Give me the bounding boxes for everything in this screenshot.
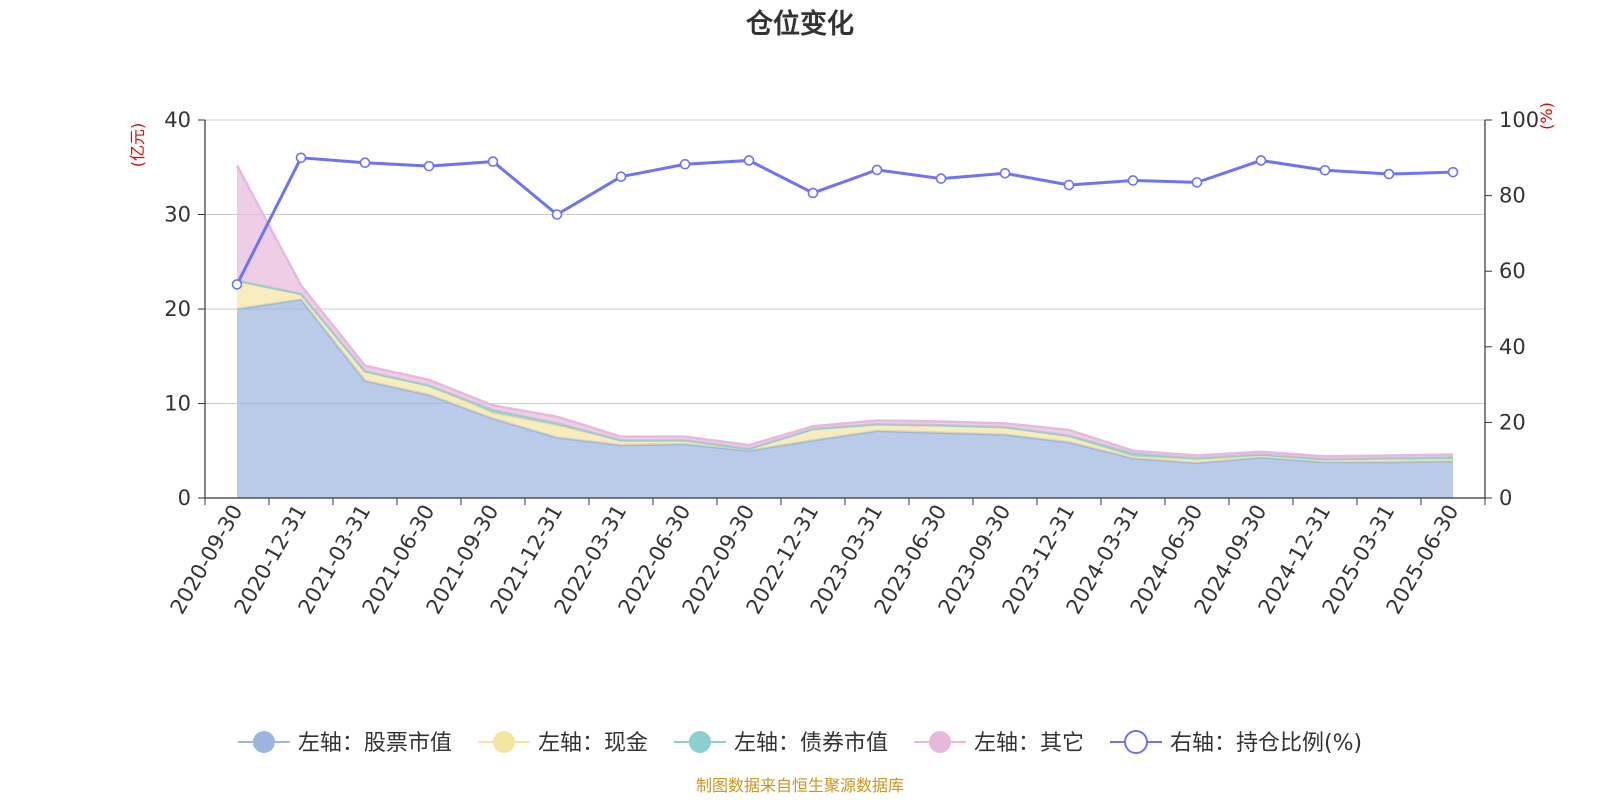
- legend-item: 左轴：债券市值: [673, 731, 888, 756]
- legend-item: 左轴：股票市值: [237, 731, 452, 756]
- line-point: [1319, 164, 1331, 176]
- legend-item: 左轴：现金: [477, 731, 648, 756]
- legend-marker: [688, 731, 711, 753]
- right-tick-label: 80: [1499, 184, 1526, 208]
- legend-marker: [252, 731, 275, 753]
- line-point: [359, 157, 371, 169]
- line-point: [679, 158, 691, 170]
- line-point: [423, 160, 435, 172]
- right-axis-unit: (%): [1537, 102, 1556, 130]
- legend-label: 左轴：债券市值: [734, 731, 888, 756]
- source-note: 制图数据来自恒生聚源数据库: [696, 776, 904, 795]
- left-tick-label: 0: [178, 486, 191, 510]
- area-左轴：股票市值: [237, 299, 1453, 498]
- line-point: [1063, 179, 1075, 191]
- line-point: [1127, 175, 1139, 186]
- left-tick-label: 20: [164, 297, 191, 321]
- line-point: [1191, 177, 1203, 188]
- grid-lines: [205, 119, 1485, 404]
- line-point: [615, 171, 627, 182]
- line-point: [807, 187, 819, 199]
- right-tick-label: 20: [1499, 410, 1526, 434]
- legend-label: 右轴：持仓比例(%): [1170, 731, 1362, 756]
- line-point: [1447, 166, 1459, 178]
- legend-item: 右轴：持仓比例(%): [1109, 730, 1362, 756]
- legend-label: 左轴：其它: [974, 731, 1084, 756]
- left-tick-label: 30: [164, 203, 191, 227]
- line-右轴：持仓比例(%): [235, 156, 1454, 286]
- legend-item: 左轴：其它: [913, 731, 1084, 756]
- line-point: [1255, 155, 1267, 166]
- line-point: [231, 279, 243, 290]
- line-point: [999, 167, 1011, 179]
- line-point: [871, 164, 883, 176]
- series-lines: [231, 152, 1459, 290]
- line-point: [487, 156, 499, 167]
- legend-marker: [928, 731, 951, 753]
- right-tick-label: 0: [1499, 486, 1512, 510]
- left-tick-label: 40: [164, 108, 191, 132]
- legend-label: 左轴：现金: [538, 731, 648, 756]
- stacked-areas: [235, 164, 1454, 498]
- line-point: [1383, 168, 1395, 180]
- legend: 左轴：股票市值 左轴：现金 左轴：债券市值 左轴：其它 右轴：持仓比例(%): [237, 730, 1362, 756]
- legend-marker: [492, 731, 515, 753]
- line-point: [551, 209, 563, 220]
- line-point: [935, 173, 947, 184]
- right-tick-label: 100: [1499, 108, 1539, 132]
- legend-label: 左轴：股票市值: [298, 731, 452, 756]
- line-point: [743, 155, 755, 166]
- right-tick-label: 40: [1499, 335, 1526, 359]
- area-edge-左轴：其它: [235, 164, 1454, 458]
- chart-title: 仓位变化: [745, 8, 854, 40]
- left-tick-label: 10: [164, 392, 191, 416]
- line-point: [295, 152, 307, 164]
- axes: [198, 119, 1492, 505]
- right-tick-label: 60: [1499, 259, 1526, 283]
- tick-labels: 0102030400204060801002020-09-302020-12-3…: [164, 108, 1539, 618]
- legend-marker: [1123, 730, 1148, 754]
- left-axis-unit: (亿元): [128, 123, 147, 168]
